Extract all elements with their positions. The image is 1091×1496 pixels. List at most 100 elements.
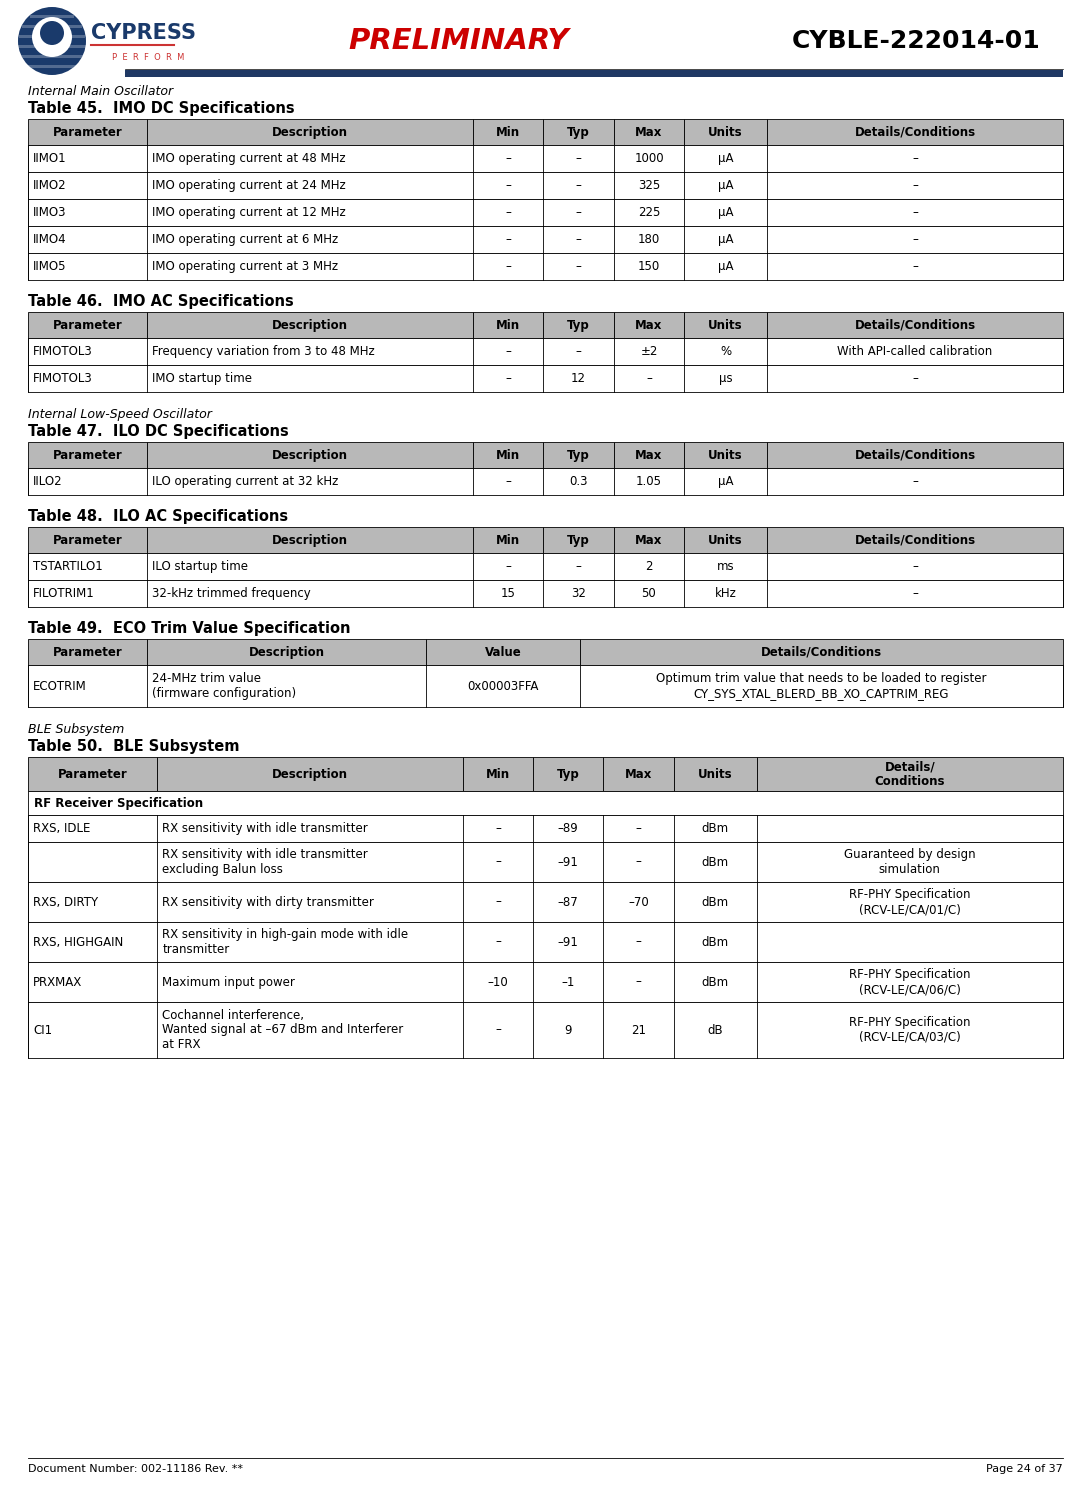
Text: FIMOTOL3: FIMOTOL3	[33, 346, 93, 358]
Bar	[543, 441, 614, 468]
Bar	[684, 120, 767, 145]
Text: 32-kHz trimmed frequency: 32-kHz trimmed frequency	[152, 586, 311, 600]
Bar	[31, 15, 74, 18]
Text: 32: 32	[572, 586, 586, 600]
Text: With API-called calibration: With API-called calibration	[838, 346, 993, 358]
Text: 12: 12	[571, 373, 586, 384]
Text: Table 48.  ILO AC Specifications: Table 48. ILO AC Specifications	[28, 509, 288, 524]
Text: –: –	[576, 233, 582, 245]
Text: Details/Conditions: Details/Conditions	[854, 534, 975, 546]
Text: Table 45.  IMO DC Specifications: Table 45. IMO DC Specifications	[28, 102, 295, 117]
Bar	[543, 120, 614, 145]
Text: ILO operating current at 32 kHz: ILO operating current at 32 kHz	[152, 476, 338, 488]
Text: –: –	[495, 896, 501, 908]
Bar	[614, 527, 684, 554]
Text: IMO operating current at 6 MHz: IMO operating current at 6 MHz	[152, 233, 338, 245]
Text: IILO2: IILO2	[33, 476, 62, 488]
Text: 0.3: 0.3	[570, 476, 588, 488]
Text: –: –	[646, 373, 652, 384]
Text: –: –	[505, 346, 512, 358]
Bar	[28, 554, 1063, 580]
Bar	[473, 313, 543, 338]
Text: Description: Description	[249, 645, 325, 658]
Text: –: –	[505, 560, 512, 573]
Text: Parameter: Parameter	[52, 449, 122, 461]
Text: Parameter: Parameter	[58, 767, 128, 781]
Bar	[147, 441, 473, 468]
Text: RF-PHY Specification
(RCV-LE/CA/06/C): RF-PHY Specification (RCV-LE/CA/06/C)	[849, 968, 971, 996]
Bar	[28, 883, 1063, 922]
Text: –: –	[505, 153, 512, 165]
Text: μA: μA	[718, 206, 733, 218]
Bar	[28, 120, 147, 145]
Bar	[463, 757, 533, 791]
Text: IMO operating current at 48 MHz: IMO operating current at 48 MHz	[152, 153, 346, 165]
Text: –87: –87	[558, 896, 578, 908]
Text: 1.05: 1.05	[636, 476, 662, 488]
Text: Max: Max	[635, 319, 662, 332]
Text: IMO operating current at 24 MHz: IMO operating current at 24 MHz	[152, 180, 346, 191]
Text: Maximum input power: Maximum input power	[163, 975, 296, 989]
Text: 325: 325	[638, 180, 660, 191]
Text: –: –	[495, 935, 501, 948]
Text: Optimum trim value that needs to be loaded to register
CY_SYS_XTAL_BLERD_BB_XO_C: Optimum trim value that needs to be load…	[656, 672, 986, 700]
Bar	[28, 338, 1063, 365]
Text: Units: Units	[708, 449, 743, 461]
Text: Value: Value	[484, 645, 521, 658]
Text: IMO startup time: IMO startup time	[152, 373, 252, 384]
Text: –: –	[495, 821, 501, 835]
Text: dBm: dBm	[702, 821, 729, 835]
Text: –: –	[505, 233, 512, 245]
Text: 24-MHz trim value
(firmware configuration): 24-MHz trim value (firmware configuratio…	[152, 672, 296, 700]
Text: Min: Min	[485, 767, 509, 781]
Bar	[684, 527, 767, 554]
Text: 50: 50	[642, 586, 657, 600]
Text: Typ: Typ	[567, 449, 590, 461]
Circle shape	[40, 21, 64, 45]
Text: ECOTRIM: ECOTRIM	[33, 679, 87, 693]
Text: –1: –1	[562, 975, 575, 989]
Bar	[28, 365, 1063, 392]
Text: Units: Units	[708, 534, 743, 546]
Bar	[28, 815, 1063, 842]
Text: dB: dB	[707, 1023, 723, 1037]
Text: –91: –91	[558, 935, 578, 948]
Text: –: –	[505, 180, 512, 191]
Text: Max: Max	[625, 767, 652, 781]
Text: –: –	[505, 476, 512, 488]
Text: Units: Units	[708, 319, 743, 332]
Text: RX sensitivity with idle transmitter
excluding Balun loss: RX sensitivity with idle transmitter exc…	[163, 848, 368, 877]
Text: Max: Max	[635, 534, 662, 546]
Text: –10: –10	[488, 975, 508, 989]
Text: Description: Description	[272, 319, 348, 332]
Bar	[28, 313, 147, 338]
Text: –: –	[576, 206, 582, 218]
Text: –: –	[505, 260, 512, 272]
Text: FILOTRIM1: FILOTRIM1	[33, 586, 95, 600]
Bar	[147, 313, 473, 338]
Bar	[28, 199, 1063, 226]
Text: RXS, HIGHGAIN: RXS, HIGHGAIN	[33, 935, 123, 948]
Text: –: –	[912, 153, 918, 165]
Bar	[684, 313, 767, 338]
Text: Parameter: Parameter	[52, 645, 122, 658]
Text: 2: 2	[645, 560, 652, 573]
Circle shape	[17, 7, 86, 75]
Text: μA: μA	[718, 233, 733, 245]
Bar	[28, 842, 1063, 883]
Bar	[767, 441, 1063, 468]
Text: TSTARTILO1: TSTARTILO1	[33, 560, 103, 573]
Text: –: –	[576, 346, 582, 358]
Text: Parameter: Parameter	[52, 319, 122, 332]
Bar	[28, 527, 147, 554]
Text: Typ: Typ	[567, 319, 590, 332]
Bar	[147, 120, 473, 145]
Bar	[0, 4, 1091, 82]
Text: –: –	[636, 935, 642, 948]
Bar	[28, 962, 1063, 1002]
Bar	[757, 757, 1063, 791]
Text: Table 49.  ECO Trim Value Specification: Table 49. ECO Trim Value Specification	[28, 621, 350, 636]
Text: μA: μA	[718, 153, 733, 165]
Text: ±2: ±2	[640, 346, 658, 358]
Text: 1000: 1000	[634, 153, 663, 165]
